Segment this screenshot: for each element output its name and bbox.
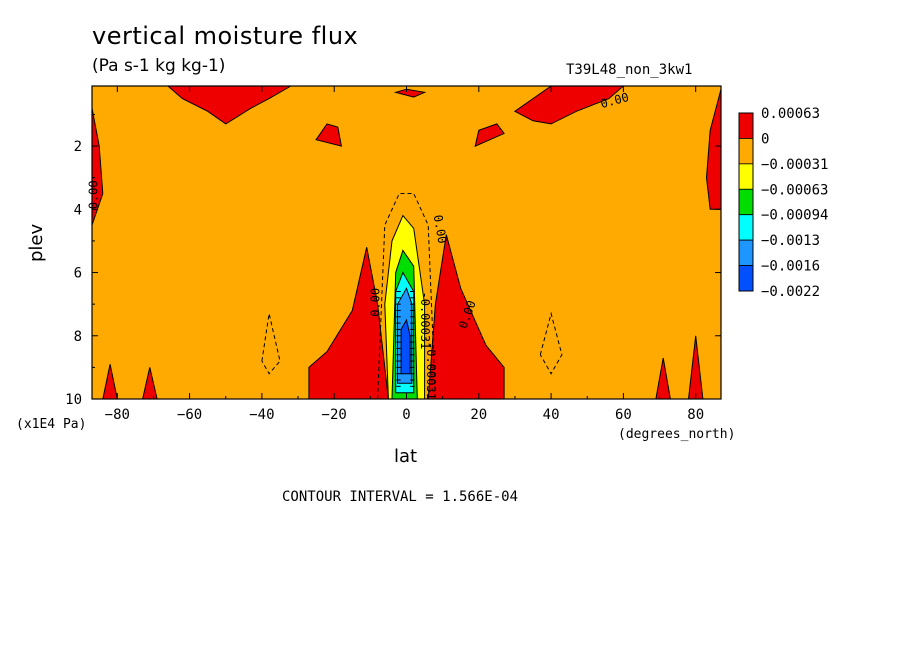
colorbar-swatch-0 [738, 112, 754, 139]
x-tick-label-4: 0 [402, 407, 410, 423]
x-tick-label-8: 80 [687, 407, 704, 423]
x-axis-unit: (degrees_north) [618, 427, 736, 442]
x-tick-label-7: 60 [615, 407, 632, 423]
contour-label-0: 0.00 [86, 180, 100, 209]
colorbar-swatch-2 [738, 163, 754, 190]
contour-label-6: -0.00031 [424, 342, 438, 400]
contour-region-17 [400, 318, 411, 375]
colorbar-swatch-1 [738, 138, 754, 165]
x-tick-label-5: 20 [470, 407, 487, 423]
colorbar-label-7: −0.0022 [761, 284, 820, 300]
colorbar-label-3: −0.00063 [761, 182, 828, 198]
colorbar-label-2: −0.00031 [761, 157, 828, 173]
colorbar-label-1: 0 [761, 131, 769, 147]
colorbar-frame [738, 112, 754, 292]
contour-label-5: -0.00031 [418, 292, 432, 350]
y-axis-unit: (x1E4 Pa) [16, 417, 87, 432]
colorbar-swatch-5 [738, 239, 754, 266]
y-tick-label-3: 8 [74, 329, 82, 345]
run-id-label: T39L48_non_3kw1 [566, 62, 693, 78]
colorbar-label-0: 0.00063 [761, 106, 820, 122]
colorbar-label-5: −0.0013 [761, 233, 820, 249]
y-tick-label-0: 2 [74, 139, 82, 155]
y-tick-label-1: 4 [74, 202, 82, 218]
colorbar-swatch-3 [738, 188, 754, 216]
chart-title: vertical moisture flux [92, 22, 359, 50]
chart-units: (Pa s-1 kg kg-1) [92, 56, 226, 76]
colorbar-label-4: −0.00094 [761, 208, 828, 224]
colorbar-label-6: −0.0016 [761, 259, 820, 275]
x-tick-label-2: −40 [249, 407, 274, 423]
contour-region-0 [166, 85, 293, 125]
contour-label-1: 0.00 [368, 288, 382, 317]
contour-region-1 [315, 123, 343, 147]
x-tick-label-6: 40 [543, 407, 560, 423]
contour-region-7 [308, 247, 389, 400]
x-tick-label-1: −60 [177, 407, 202, 423]
contour-region-8 [427, 234, 505, 400]
x-tick-label-0: −80 [105, 407, 130, 423]
colorbar-swatch-6 [738, 265, 754, 292]
dashed-contour-2 [539, 311, 563, 375]
y-tick-label-2: 6 [74, 266, 82, 282]
y-tick-label-4: 10 [65, 392, 82, 408]
x-axis-label: lat [394, 446, 418, 467]
contour-region-4 [513, 85, 625, 125]
x-tick-label-3: −20 [322, 407, 347, 423]
colorbar-swatch-4 [738, 214, 754, 241]
contour-interval-note: CONTOUR INTERVAL = 1.566E-04 [282, 489, 519, 505]
contour-region-3 [474, 123, 505, 147]
contour-label-4: 0.00 [431, 214, 450, 245]
contour-region-2 [393, 88, 427, 98]
